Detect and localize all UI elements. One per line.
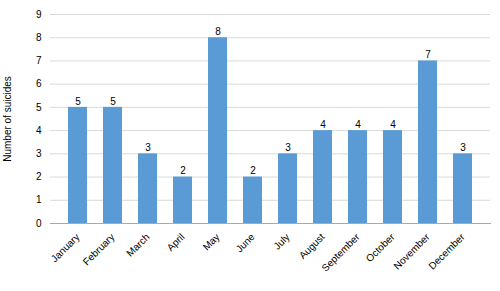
svg-text:0: 0 — [36, 218, 42, 229]
svg-text:August: August — [297, 231, 327, 261]
svg-text:8: 8 — [36, 32, 42, 43]
svg-text:July: July — [271, 231, 291, 251]
svg-text:2: 2 — [250, 165, 256, 176]
svg-text:9: 9 — [36, 9, 42, 20]
svg-text:4: 4 — [320, 119, 326, 130]
svg-text:May: May — [201, 231, 222, 252]
svg-text:February: February — [81, 231, 117, 267]
svg-text:4: 4 — [36, 125, 42, 136]
svg-text:3: 3 — [460, 142, 466, 153]
svg-text:7: 7 — [36, 55, 42, 66]
svg-text:3: 3 — [285, 142, 291, 153]
svg-text:8: 8 — [215, 26, 221, 37]
svg-text:5: 5 — [75, 96, 81, 107]
svg-text:2: 2 — [180, 165, 186, 176]
svg-text:1: 1 — [36, 194, 42, 205]
svg-text:January: January — [49, 231, 82, 264]
svg-text:7: 7 — [425, 49, 431, 60]
svg-text:November: November — [391, 231, 432, 272]
svg-text:September: September — [319, 231, 362, 274]
svg-text:5: 5 — [36, 102, 42, 113]
svg-text:3: 3 — [36, 148, 42, 159]
svg-text:3: 3 — [145, 142, 151, 153]
svg-text:March: March — [124, 231, 151, 258]
svg-text:2: 2 — [36, 171, 42, 182]
svg-text:April: April — [165, 231, 187, 253]
svg-text:October: October — [364, 231, 397, 264]
svg-text:December: December — [426, 231, 467, 272]
svg-text:4: 4 — [355, 119, 361, 130]
svg-text:June: June — [234, 231, 257, 254]
svg-text:4: 4 — [390, 119, 396, 130]
svg-text:5: 5 — [110, 96, 116, 107]
svg-text:Number of suicides: Number of suicides — [2, 76, 13, 162]
svg-text:6: 6 — [36, 78, 42, 89]
